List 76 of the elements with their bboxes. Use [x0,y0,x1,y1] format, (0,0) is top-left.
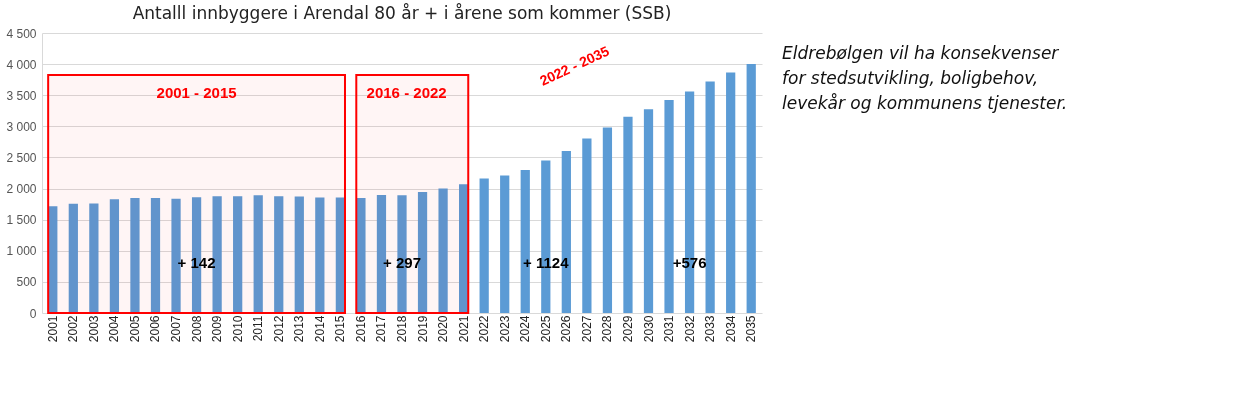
bar [315,197,325,313]
y-tick-label: 3 500 [6,88,37,103]
x-tick-label: 2011 [251,315,266,342]
bar [109,199,120,313]
y-tick-label: 3 000 [6,119,37,134]
x-tick-label: 2028 [600,315,615,343]
annotation: 2022 - 2035 [537,42,612,89]
x-tick-label: 2018 [395,315,409,343]
bar [746,64,756,313]
bar [150,198,161,313]
x-tick-label: 2015 [333,315,348,343]
y-tick-label: 1 000 [6,244,37,259]
bar [643,109,654,313]
band-label: 2001 - 2015 [156,84,237,101]
y-tick-label: 2 500 [6,150,37,165]
bar [479,178,489,313]
x-tick-label: 2013 [292,315,307,343]
bar [130,198,140,313]
chart-title: Antalll innbyggere i Arendal 80 år + i årene som kommer (SSB) [132,3,672,23]
bar [602,127,613,313]
bar [335,197,345,313]
bar [726,72,736,313]
bar [705,81,715,313]
y-tick-label: 4 500 [6,26,37,41]
x-tick-label: 2032 [682,315,697,343]
x-tick-label: 2023 [497,315,512,343]
y-tick-label: 0 [29,306,37,321]
bar [356,198,366,313]
y-tick-label: 2 000 [6,182,37,197]
bar [623,116,633,313]
bar [89,203,99,313]
bar [48,206,58,313]
x-tick-label: 2021 [456,315,471,343]
x-tick-label: 2034 [723,315,738,343]
y-tick-label: 500 [16,275,37,290]
x-tick-label: 2004 [107,315,122,343]
x-tick-label: 2020 [436,315,451,343]
x-tick-label: 2033 [703,315,718,343]
x-tick-label: 2027 [579,315,594,343]
x-tick-label: 2001 [45,315,60,343]
x-tick-label: 2029 [620,315,635,343]
x-tick-label: 2024 [518,315,533,343]
bar [68,203,78,313]
bar [438,188,448,313]
x-tick-label: 2008 [189,315,204,343]
bar [582,138,592,313]
x-tick-label: 2022 [477,315,492,343]
y-tick-label: 1 500 [6,213,37,228]
bar [274,196,284,313]
y-tick-label: 4 000 [6,57,37,72]
x-tick-label: 2025 [538,315,553,343]
band-label: 2016 - 2022 [366,84,447,101]
x-tick-label: 2010 [230,315,245,343]
x-tick-label: 2006 [148,315,163,343]
bar [233,196,243,313]
x-tick-label: 2017 [374,315,389,343]
x-tick-label: 2009 [210,315,225,343]
x-tick-label: 2016 [353,315,368,343]
bar [500,175,510,313]
x-tick-label: 2014 [312,315,327,343]
bar [253,195,263,313]
x-tick-label: 2030 [641,315,656,343]
text: Eldrebølgen vil ha konsekvenser for stedsutvikling, boligbehov, levekår og kommunens tjenester. [782,42,1068,113]
x-tick-label: 2019 [415,315,430,343]
bar [664,99,674,313]
bar [520,169,530,313]
x-tick-label: 2002 [66,315,81,343]
x-tick-label: 2003 [86,315,101,343]
x-tick-label: 2007 [169,315,184,343]
x-tick-label: 2012 [271,315,286,343]
x-tick-label: 2031 [662,315,677,343]
bar [459,184,469,313]
x-tick-label: 2026 [559,315,574,343]
x-tick-label: 2005 [127,315,142,343]
x-tick-label: 2035 [744,315,759,343]
bar [294,196,304,313]
